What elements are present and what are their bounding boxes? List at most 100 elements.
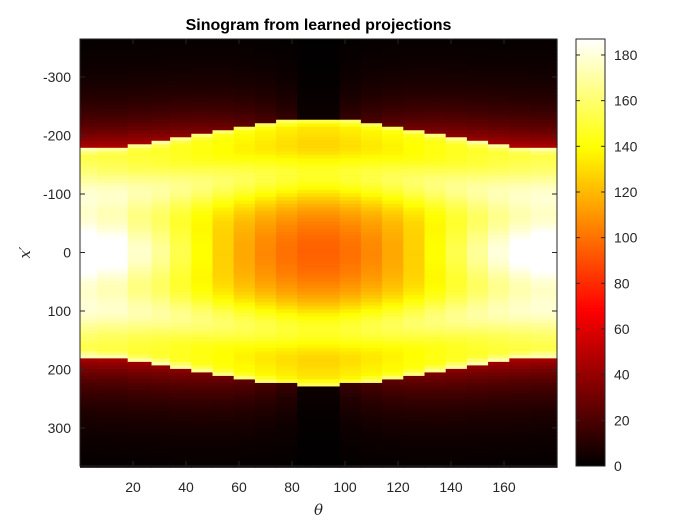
heatmap-cell <box>233 361 256 366</box>
heatmap-cell <box>360 446 383 451</box>
heatmap-cell <box>509 189 532 195</box>
heatmap-cell <box>488 439 510 444</box>
heatmap-cell <box>360 249 383 254</box>
heatmap-cell <box>530 449 558 454</box>
heatmap-cell <box>403 60 426 65</box>
heatmap-cell <box>318 389 341 395</box>
heatmap-cell <box>297 91 320 96</box>
heatmap-cell <box>212 389 235 395</box>
heatmap-cell <box>318 295 341 300</box>
heatmap-cell <box>233 98 256 103</box>
heatmap-cell <box>254 425 277 430</box>
heatmap-cell <box>276 235 298 240</box>
heatmap-cell <box>297 439 320 444</box>
heatmap-cell <box>254 270 277 275</box>
heatmap-cell <box>97 453 129 458</box>
heatmap-cell <box>424 112 447 117</box>
heatmap-cell <box>509 330 532 335</box>
heatmap-cell <box>254 267 277 272</box>
heatmap-cell <box>382 102 404 107</box>
heatmap-cell <box>151 81 171 86</box>
heatmap-cell <box>212 91 235 96</box>
heatmap-cell <box>339 316 362 321</box>
heatmap-cell <box>382 112 404 117</box>
heatmap-cell <box>97 351 129 356</box>
heatmap-cell <box>297 260 320 265</box>
heatmap-cell <box>530 333 558 338</box>
heatmap-cell <box>254 288 277 293</box>
heatmap-cell <box>127 242 153 247</box>
heatmap-cell <box>382 421 404 426</box>
heatmap-cell <box>530 347 558 352</box>
heatmap-cell <box>97 319 129 324</box>
heatmap-cell <box>297 319 320 324</box>
heatmap-cell <box>360 396 383 402</box>
heatmap-cell <box>151 284 171 289</box>
heatmap-cell <box>403 291 426 296</box>
heatmap-cell <box>97 267 129 272</box>
heatmap-cell <box>127 74 153 79</box>
heatmap-cell <box>339 123 362 128</box>
heatmap-cell <box>509 133 532 138</box>
heatmap-cell <box>530 175 558 180</box>
heatmap-cell <box>191 200 214 205</box>
heatmap-cell <box>233 442 256 447</box>
heatmap-cell <box>170 49 192 54</box>
heatmap-cell <box>339 386 362 391</box>
heatmap-cell <box>276 267 298 272</box>
heatmap-cell <box>97 116 129 121</box>
heatmap-cell <box>276 200 298 205</box>
heatmap-cell <box>530 400 558 405</box>
heatmap-cell <box>403 256 426 261</box>
heatmap-cell <box>254 421 277 426</box>
heatmap-cell <box>191 288 214 293</box>
heatmap-cell <box>80 98 98 103</box>
heatmap-cell <box>339 144 362 149</box>
heatmap-cell <box>170 84 192 89</box>
heatmap-cell <box>97 84 129 89</box>
heatmap-cell <box>170 56 192 61</box>
heatmap-cell <box>424 267 447 272</box>
heatmap-cell <box>488 193 510 198</box>
heatmap-cell <box>97 260 129 265</box>
heatmap-cell <box>466 63 489 68</box>
heatmap-cell <box>530 453 558 458</box>
heatmap-cell <box>127 84 153 89</box>
heatmap-cell <box>191 91 214 96</box>
heatmap-cell <box>488 98 510 103</box>
heatmap-cell <box>151 84 171 89</box>
heatmap-cell <box>445 116 468 121</box>
heatmap-cell <box>530 281 558 286</box>
heatmap-cell <box>382 144 404 149</box>
heatmap-cell <box>530 200 558 205</box>
heatmap-cell <box>424 221 447 226</box>
heatmap-cell <box>445 354 468 359</box>
heatmap-cell <box>170 182 192 187</box>
heatmap-cell <box>509 249 532 254</box>
heatmap-cell <box>488 347 510 352</box>
heatmap-cell <box>276 253 298 258</box>
heatmap-cell <box>170 70 192 75</box>
heatmap-cell <box>170 147 192 152</box>
heatmap-cell <box>297 74 320 79</box>
heatmap-cell <box>509 284 532 289</box>
heatmap-cell <box>424 214 447 219</box>
heatmap-cell <box>151 456 171 461</box>
heatmap-cell <box>466 421 489 426</box>
heatmap-cell <box>403 239 426 244</box>
heatmap-cell <box>509 263 532 268</box>
heatmap-cell <box>318 253 341 258</box>
heatmap-cell <box>233 249 256 254</box>
heatmap-cell <box>403 281 426 286</box>
heatmap-cell <box>127 42 153 47</box>
heatmap-cell <box>297 274 320 279</box>
heatmap-cell <box>151 358 171 363</box>
heatmap-cell <box>97 232 129 237</box>
heatmap-cell <box>466 351 489 356</box>
heatmap-cell <box>297 428 320 433</box>
heatmap-cell <box>276 330 298 335</box>
heatmap-cell <box>360 165 383 170</box>
heatmap-cell <box>403 298 426 303</box>
heatmap-cell <box>97 277 129 282</box>
heatmap-cell <box>360 263 383 268</box>
